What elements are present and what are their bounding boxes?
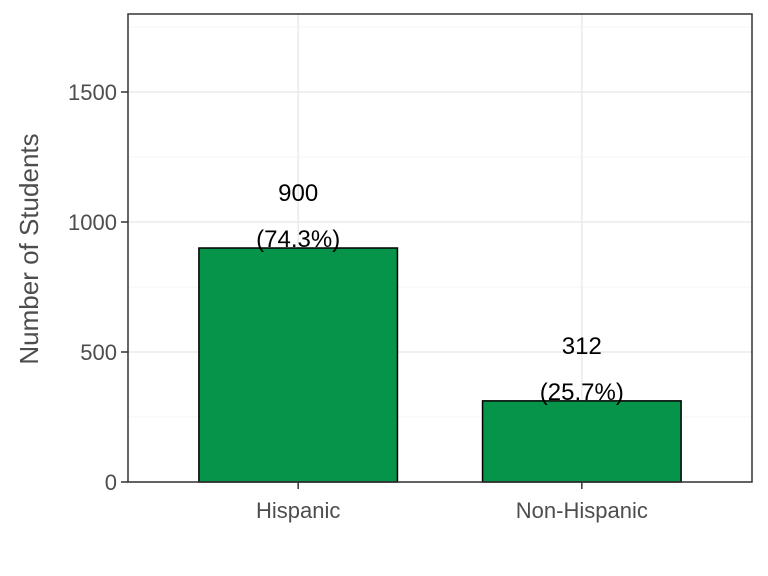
data-labels: 900 (74.3%) 312 (25.7%) [256, 180, 624, 406]
x-tick-label: Hispanic [256, 498, 340, 523]
data-label-percent: (74.3%) [256, 226, 340, 253]
x-axis-ticks: Hispanic Non-Hispanic [256, 482, 648, 523]
bars [198, 247, 682, 483]
y-tick-label: 500 [80, 340, 117, 365]
bar-non-hispanic [481, 400, 682, 483]
y-tick-label: 0 [105, 470, 117, 495]
y-tick-label: 1000 [68, 210, 117, 235]
y-tick-label: 1500 [68, 80, 117, 105]
panel-border [127, 13, 753, 483]
x-tick-label: Non-Hispanic [516, 498, 648, 523]
data-label-count: 312 [562, 333, 602, 360]
data-label-count: 900 [278, 180, 318, 207]
y-axis-title: Number of Students [14, 133, 44, 364]
bar-hispanic [198, 247, 399, 483]
data-label-percent: (25.7%) [540, 379, 624, 406]
y-axis-ticks: 0 500 1000 1500 [68, 80, 128, 495]
